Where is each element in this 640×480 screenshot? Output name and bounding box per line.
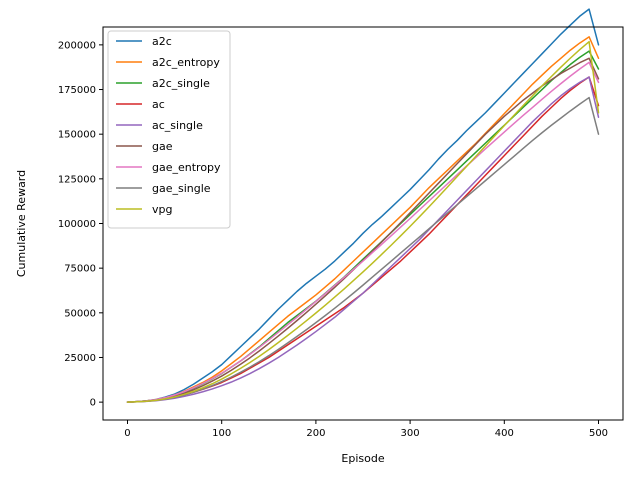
legend-label-ac: ac: [152, 98, 165, 111]
legend-label-a2c-single: a2c_single: [152, 77, 210, 90]
y-axis-ticks: 0 25000 50000 75000 100000 125000 150000 175000…: [58, 40, 103, 409]
y-tick-label: 25000: [64, 353, 96, 364]
y-tick-label: 200000: [58, 40, 96, 51]
x-tick-label: 100: [212, 428, 231, 439]
x-axis-ticks: 0 100 200 300 400 500: [124, 420, 608, 439]
y-tick-label: 0: [90, 398, 96, 409]
legend-label-gae-entropy: gae_entropy: [152, 161, 221, 174]
series-line-ac-single: [126, 76, 600, 403]
series-line-a2c: [126, 8, 600, 403]
y-tick-label: 75000: [64, 264, 96, 275]
series-line-a2c-entropy: [126, 36, 600, 403]
x-tick-label: 200: [306, 428, 325, 439]
y-axis-label: Cumulative Reward: [15, 170, 28, 277]
x-axis-label: Episode: [341, 452, 384, 465]
series-line-vpg: [126, 40, 600, 403]
legend-label-a2c-entropy: a2c_entropy: [152, 56, 220, 69]
y-tick-label: 50000: [64, 308, 96, 319]
legend-label-gae: gae: [152, 140, 173, 153]
y-tick-label: 150000: [58, 130, 96, 141]
series-lines: [126, 8, 600, 403]
x-tick-label: 0: [124, 428, 130, 439]
legend-label-vpg: vpg: [152, 203, 172, 216]
x-tick-label: 400: [495, 428, 514, 439]
legend-box: [107, 30, 231, 229]
x-tick-label: 300: [401, 428, 420, 439]
y-tick-label: 100000: [58, 219, 96, 230]
y-tick-label: 175000: [58, 85, 96, 96]
legend-label-a2c: a2c: [152, 35, 172, 48]
legend-label-gae-single: gae_single: [152, 182, 211, 195]
legend-label-ac-single: ac_single: [152, 119, 203, 132]
y-tick-label: 125000: [58, 174, 96, 185]
x-tick-label: 500: [589, 428, 608, 439]
series-line-gae-single: [126, 96, 600, 403]
series-line-gae-entropy: [126, 61, 600, 403]
